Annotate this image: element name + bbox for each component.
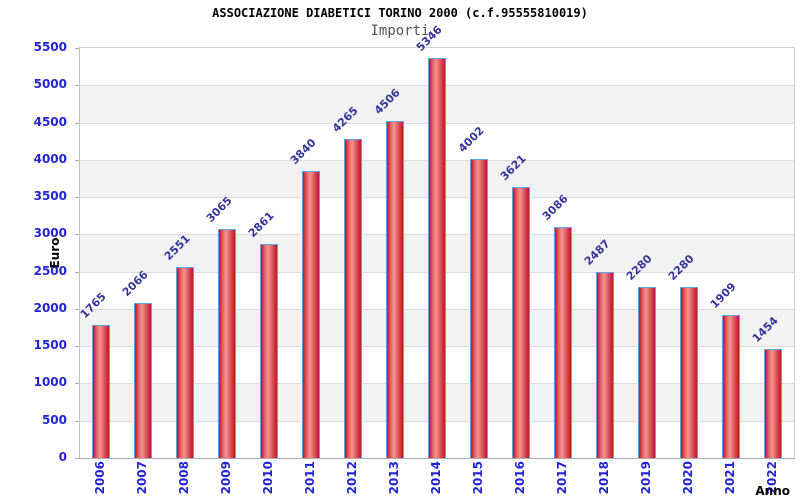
y-tick-label: 0 [58, 450, 67, 464]
x-tick-label: 2020 [681, 461, 695, 495]
plot-area: 1765 2066 2551 3065 2861 3840 4265 4506 5346 4002… [75, 24, 795, 459]
y-tick-mark [75, 420, 79, 422]
x-tick-label: 2017 [555, 461, 569, 495]
x-slot: 2006 [79, 461, 121, 500]
x-slot: 2020 [667, 461, 709, 500]
bar-2018 [596, 271, 614, 458]
y-tick-label: 1500 [33, 338, 67, 353]
y-tick-label: 4000 [33, 151, 67, 166]
y-tick-label: 3500 [33, 189, 67, 204]
x-tick-label: 2006 [93, 461, 107, 495]
bar-2020 [680, 287, 698, 458]
bar-2021 [722, 314, 740, 458]
bar-2022 [764, 348, 782, 458]
x-slot: 2009 [205, 461, 247, 500]
x-tick-label: 2014 [429, 461, 443, 495]
bar-2006 [92, 325, 110, 458]
x-tick-label: 2015 [471, 461, 485, 495]
x-tick-label: 2010 [261, 461, 275, 495]
bar-2017 [554, 226, 572, 458]
chart-subtitle: Importi [370, 23, 430, 39]
bar-2009 [218, 228, 236, 458]
bar-2019 [638, 287, 656, 458]
bar-2008 [176, 266, 194, 458]
x-axis: 2006 2007 2008 2009 2010 2011 2012 2013 2014 2015… [79, 461, 793, 500]
y-tick-mark [75, 271, 79, 273]
y-tick-mark [75, 48, 79, 49]
x-tick-label: 2021 [723, 461, 737, 495]
y-axis-title: Euro [48, 237, 62, 269]
y-tick-label: 3000 [33, 226, 67, 241]
y-tick-label: 2500 [33, 263, 67, 278]
bar-2011 [302, 170, 320, 458]
bar-2013 [386, 121, 404, 458]
y-axis: 0 500 1000 1500 2000 2500 3000 3500 4000 4500 5000… [0, 41, 74, 464]
y-tick-mark [75, 122, 79, 124]
y-tick-mark [75, 346, 79, 348]
y-tick-mark [75, 383, 79, 385]
y-tick-label: 1000 [33, 375, 67, 390]
y-tick-label: 500 [41, 412, 67, 427]
y-tick-label: 5500 [33, 40, 67, 54]
bar-2014 [428, 58, 446, 458]
x-slot: 2018 [583, 461, 625, 500]
x-tick-label: 2011 [303, 461, 317, 495]
y-tick-label: 5000 [33, 77, 67, 92]
x-tick-label: 2013 [387, 461, 401, 495]
y-tick-mark [75, 85, 79, 87]
x-tick-label: 2016 [513, 461, 527, 495]
x-slot: 2011 [289, 461, 331, 500]
y-tick-label: 2000 [33, 300, 67, 315]
x-slot: 2016 [499, 461, 541, 500]
bar-2016 [512, 187, 530, 458]
chart-title: ASSOCIAZIONE DIABETICI TORINO 2000 (c.f.… [212, 6, 588, 20]
x-slot: 2015 [457, 461, 499, 500]
y-tick-label: 4500 [33, 114, 67, 129]
x-slot: 2007 [121, 461, 163, 500]
x-slot: 2008 [163, 461, 205, 500]
x-slot: 2010 [247, 461, 289, 500]
x-tick-label: 2012 [345, 461, 359, 495]
x-slot: 2014 [415, 461, 457, 500]
x-tick-label: 2007 [135, 461, 149, 495]
x-slot: 2019 [625, 461, 667, 500]
x-axis-title: Anno [755, 484, 790, 498]
bar-2010 [260, 243, 278, 458]
y-tick-mark [75, 197, 79, 199]
x-slot: 2021 [709, 461, 751, 500]
x-tick-label: 2018 [597, 461, 611, 495]
y-tick-mark [75, 308, 79, 310]
x-tick-label: 2009 [219, 461, 233, 495]
x-tick-label: 2008 [177, 461, 191, 495]
x-tick-label: 2019 [639, 461, 653, 495]
x-slot: 2012 [331, 461, 373, 500]
y-tick-mark [75, 159, 79, 161]
bar-2015 [470, 158, 488, 458]
y-tick-mark [75, 458, 79, 459]
bar-2012 [344, 139, 362, 458]
y-tick-mark [75, 234, 79, 236]
bar-2007 [134, 303, 152, 458]
x-slot: 2017 [541, 461, 583, 500]
x-slot: 2013 [373, 461, 415, 500]
